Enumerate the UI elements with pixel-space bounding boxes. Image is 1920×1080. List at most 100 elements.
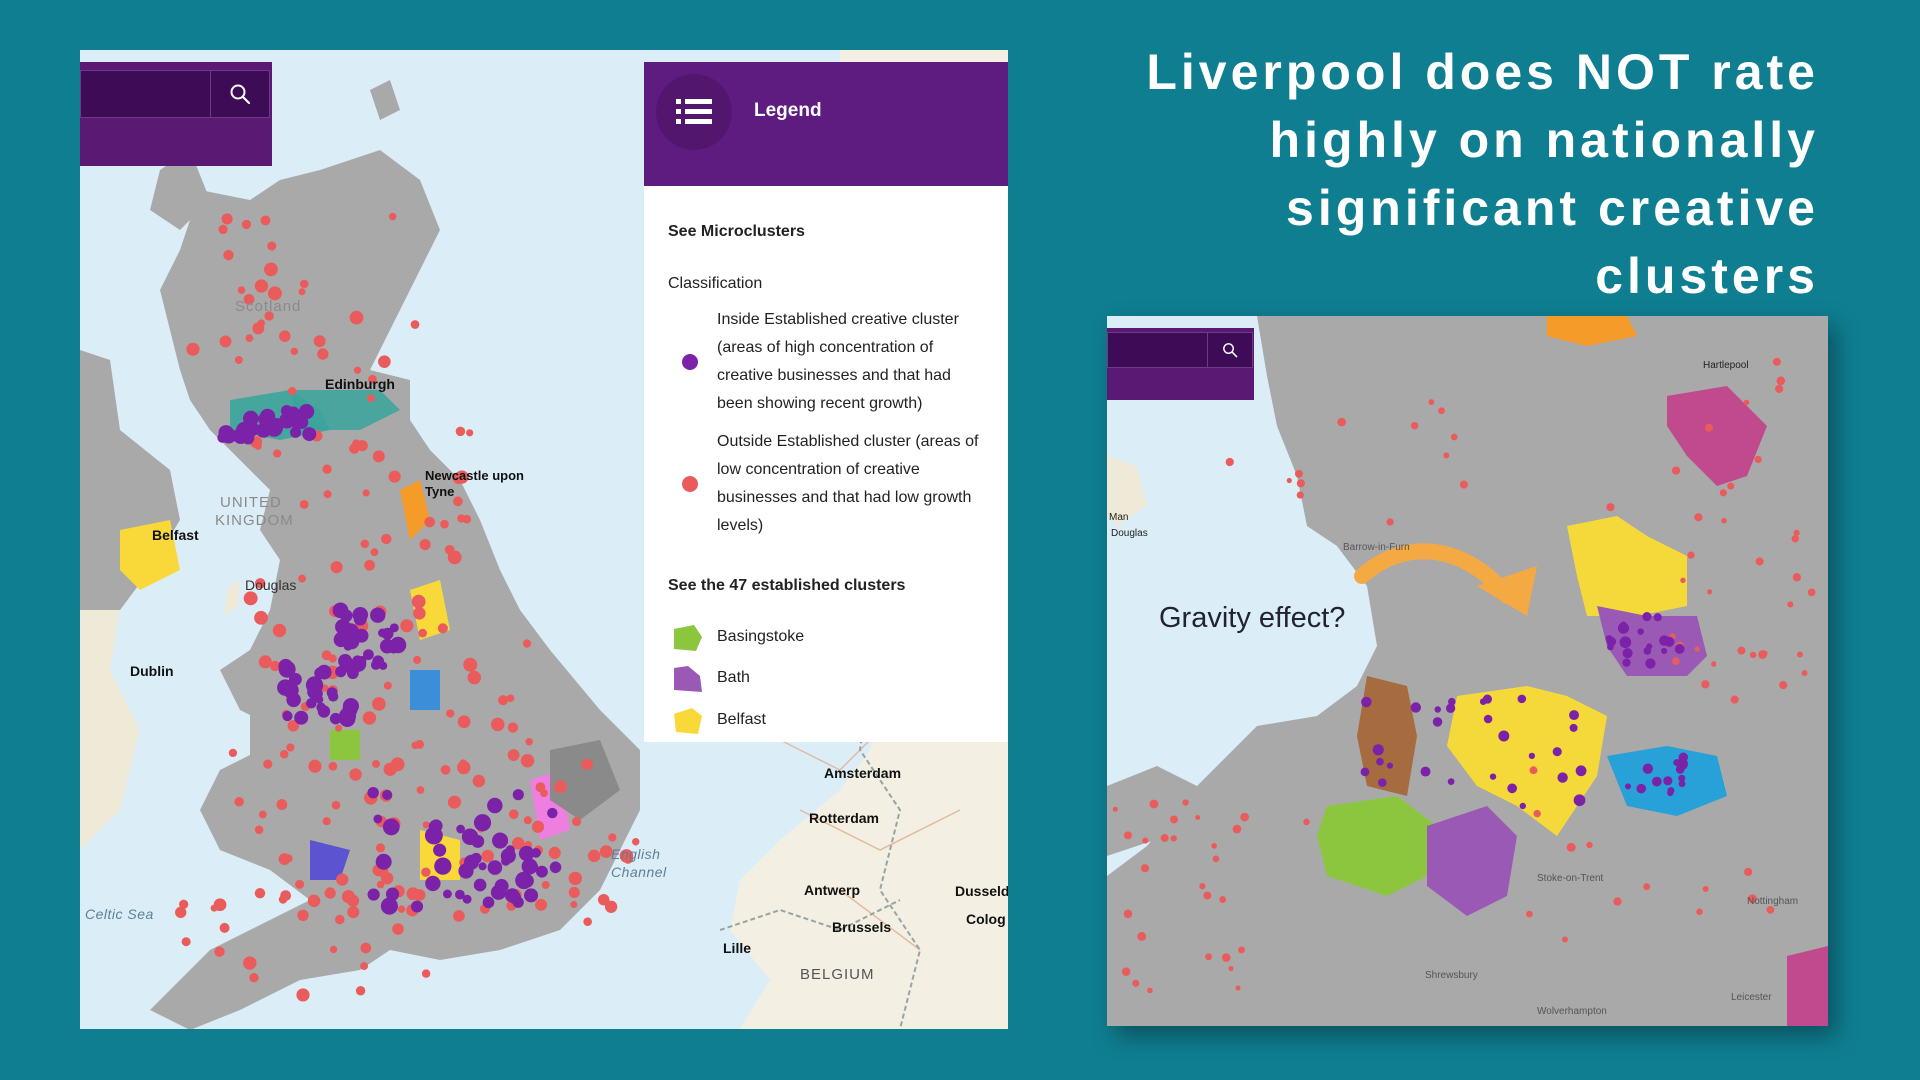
zoom-map-base (1107, 316, 1828, 1026)
outside-cluster-point (279, 749, 289, 759)
inside-cluster-point (512, 789, 524, 801)
inside-cluster-point (1651, 776, 1662, 787)
outside-cluster-point (597, 893, 610, 906)
inside-cluster-point (462, 894, 472, 904)
outside-cluster-point (1730, 695, 1739, 704)
outside-cluster-point (329, 945, 338, 954)
sea-label-english-channel-2: Channel (611, 864, 667, 880)
outside-cluster-point (317, 348, 329, 360)
gravity-annotation: Gravity effect? (1159, 602, 1346, 634)
zoom-search-button[interactable] (1207, 333, 1252, 367)
cluster-belfast[interactable]: Belfast (717, 711, 766, 728)
inside-cluster-point (1674, 644, 1685, 654)
outside-cluster-point (568, 886, 580, 898)
inside-cluster-point (288, 672, 302, 686)
inside-cluster-point (388, 644, 399, 654)
outside-cluster-point (1748, 894, 1757, 904)
search-icon (230, 84, 251, 105)
outside-cluster-point (571, 816, 582, 827)
basingstoke-swatch (674, 625, 702, 651)
outside-cluster-point (467, 670, 482, 685)
outside-cluster-point (372, 450, 385, 463)
outside-cluster-point (1711, 661, 1717, 667)
place-label-shrewsbury: Shrewsbury (1425, 970, 1478, 981)
outside-cluster-point (1694, 513, 1703, 522)
inside-cluster-point (1636, 783, 1647, 794)
outside-cluster-point (213, 898, 227, 912)
outside-cluster-point (1533, 809, 1541, 818)
outside-cluster-point (286, 743, 295, 752)
outside-cluster-point (323, 490, 332, 499)
belfast-swatch (674, 708, 702, 734)
list-icon (676, 99, 712, 124)
outside-cluster-point (455, 470, 469, 484)
inside-cluster-point (1659, 635, 1670, 646)
outside-cluster-point (383, 762, 397, 776)
outside-cluster-point (254, 279, 269, 293)
inside-cluster-point (1642, 763, 1654, 774)
outside-cluster-point (457, 715, 471, 729)
search-input[interactable] (80, 70, 270, 118)
cluster-basingstoke[interactable]: Basingstoke (717, 628, 805, 645)
inside-cluster-point (1378, 778, 1387, 787)
outside-cluster-point (297, 909, 309, 921)
outside-cluster-point (1796, 651, 1803, 658)
outside-cluster-point (1170, 835, 1177, 842)
place-label-lille: Lille (723, 940, 752, 956)
outside-cluster-point (243, 293, 255, 305)
inside-cluster-point (549, 861, 562, 874)
inside-cluster-point (520, 874, 534, 888)
inside-cluster-point (1622, 648, 1633, 659)
outside-cluster-point (1238, 946, 1245, 954)
outside-cluster-point (622, 853, 634, 864)
outside-cluster-point (1232, 824, 1242, 834)
cluster-dots-layer (175, 212, 640, 1002)
outside-cluster-point (522, 639, 532, 648)
outside-cluster-point (299, 279, 309, 289)
inside-cluster-point (487, 860, 503, 875)
place-label-brussels: Brussels (832, 919, 892, 935)
inside-cluster-point (294, 710, 309, 725)
inside-cluster-dot (682, 354, 698, 370)
inside-cluster-point (246, 426, 258, 438)
outside-cluster-point (298, 288, 306, 296)
outside-cluster-point (1744, 867, 1753, 876)
microclusters-link[interactable]: See Microclusters (668, 223, 805, 240)
outside-cluster-point (1337, 417, 1346, 427)
outside-cluster-point (583, 917, 592, 926)
north-west-zoom-map[interactable]: Hartlepool Man Douglas Barrow-in-Furn St… (1107, 316, 1828, 1026)
outside-cluster-point (1687, 551, 1695, 559)
outside-cluster-point (406, 887, 420, 901)
outside-cluster-point (490, 717, 505, 732)
inside-cluster-point (302, 427, 317, 442)
sea-label-celtic-sea: Celtic Sea (85, 906, 154, 922)
outside-cluster-point (1719, 489, 1727, 497)
zoom-search-input[interactable] (1107, 332, 1253, 368)
inside-cluster-point (339, 629, 352, 642)
place-label-antwerp: Antwerp (804, 882, 860, 898)
outside-cluster-point (1793, 529, 1800, 536)
outside-cluster-point (364, 559, 375, 571)
inside-line-1: Inside Established creative cluster (717, 311, 959, 328)
outside-cluster-point (298, 574, 307, 583)
inside-cluster-point (289, 426, 302, 438)
outside-cluster-point (457, 514, 466, 523)
outside-cluster-point (1140, 864, 1150, 873)
place-label-hartlepool: Hartlepool (1703, 360, 1749, 371)
outside-cluster-point (1791, 534, 1800, 543)
outside-cluster-point (279, 330, 291, 342)
purple-cluster-stoke (1427, 806, 1517, 916)
outside-cluster-point (1199, 883, 1206, 890)
cluster-bath[interactable]: Bath (717, 669, 750, 686)
legend-toggle-button[interactable] (656, 74, 732, 150)
inside-cluster-point (1642, 611, 1652, 622)
outside-cluster-point (1766, 905, 1775, 914)
outside-cluster-point (455, 426, 466, 437)
search-button[interactable] (210, 71, 269, 117)
established-clusters-link[interactable]: See the 47 established clusters (668, 577, 906, 594)
uk-cluster-map[interactable]: Edinburgh Newcastle upon Tyne Belfast Do… (80, 50, 1008, 1029)
outside-cluster-point (254, 825, 264, 835)
inside-cluster-point (1489, 773, 1497, 780)
inside-cluster-point (1637, 628, 1644, 635)
inside-cluster-point (1519, 802, 1526, 810)
